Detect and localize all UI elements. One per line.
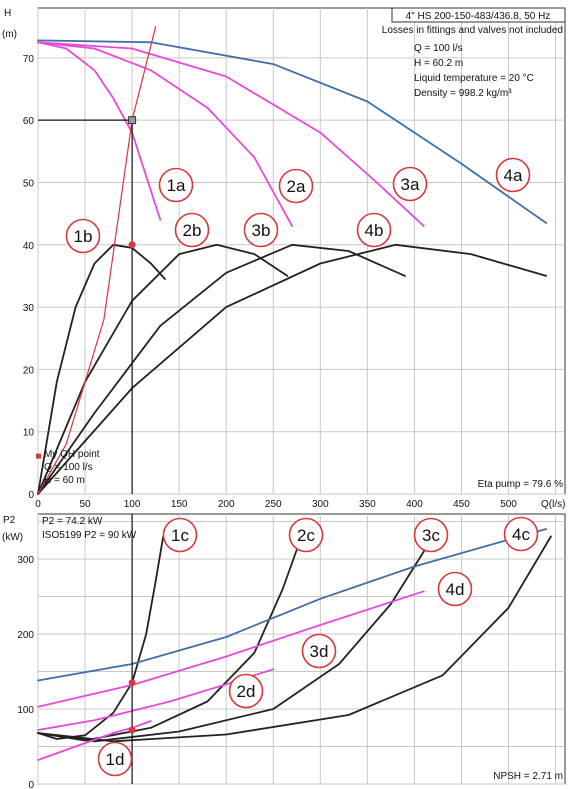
losses-note: Losses in fittings and valves not includ… (382, 25, 563, 36)
callout-label: 3b (252, 221, 271, 240)
x-tick-label: 200 (218, 499, 235, 510)
callout-label: 2b (183, 221, 202, 240)
curve-3a (37, 41, 425, 227)
callout-circle (392, 166, 428, 202)
curve-4d (37, 528, 548, 682)
qh-point-marker (36, 453, 41, 459)
x-axis-label: Q(l/s) (541, 499, 565, 510)
info-title-box (391, 7, 566, 23)
callout-label: 4b (365, 221, 384, 240)
power-point-marker (128, 679, 136, 687)
callout-circle (301, 633, 337, 669)
callout-circle (288, 517, 324, 553)
y-axis-unit: (m) (2, 29, 17, 40)
callout-label: 2d (237, 682, 256, 701)
curve-1c (37, 535, 165, 740)
callout-circle (278, 168, 314, 204)
callout-circle (503, 516, 539, 552)
curve-3c (37, 543, 430, 743)
callout-circle (65, 218, 101, 254)
callout-circle (495, 157, 531, 193)
curve-1a (37, 41, 162, 221)
operating-info-line: Q = 100 l/s (414, 43, 463, 54)
operating-info-line: H = 60.2 m (414, 58, 463, 69)
callout-circle (228, 673, 264, 709)
callout-label: 2a (287, 177, 306, 196)
power-info-line: P2 = 74.2 kW (42, 516, 103, 527)
curve-1d (37, 720, 152, 761)
callout-circle (413, 517, 449, 553)
eta-pump-label: Eta pump = 79.6 % (478, 479, 563, 490)
operating-info-line: Density = 998.2 kg/m³ (414, 88, 512, 99)
operating-point-marker (128, 116, 137, 125)
x-tick-label: 350 (359, 499, 376, 510)
x-tick-label: 400 (406, 499, 423, 510)
power-info-line: ISO5199 P2 = 90 kW (42, 530, 137, 541)
npsh-label: NPSH = 2.71 m (493, 771, 563, 782)
y-tick-label: 100 (17, 705, 34, 716)
y-tick-label: 40 (23, 241, 35, 252)
curve-1b (37, 243, 166, 495)
callout-label: 1a (167, 176, 186, 195)
callout-circle (97, 741, 133, 777)
my-qh-point-line: H = 60 m (44, 475, 85, 486)
y-tick-label: 50 (23, 178, 35, 189)
callout-circle (162, 517, 198, 553)
curve-3d (37, 590, 425, 708)
callout-circle (174, 212, 210, 248)
y-axis-label: P2 (3, 515, 16, 526)
eta-point-marker (128, 241, 136, 249)
x-tick-label: 300 (312, 499, 329, 510)
x-tick-label: 500 (500, 499, 517, 510)
my-qh-point-line: Q = 100 l/s (44, 462, 93, 473)
y-tick-label: 300 (17, 555, 34, 566)
curve-2a (37, 41, 293, 227)
x-tick-label: 450 (453, 499, 470, 510)
x-tick-label: 50 (79, 499, 91, 510)
callout-label: 4c (512, 525, 530, 544)
callout-label: 4a (504, 166, 523, 185)
y-tick-label: 20 (23, 365, 35, 376)
callout-circle (356, 212, 392, 248)
callout-label: 2c (297, 526, 315, 545)
curve-system (37, 26, 157, 495)
x-tick-label: 150 (171, 499, 188, 510)
y-tick-label: 10 (23, 428, 35, 439)
callout-label: 1b (74, 227, 93, 246)
callout-label: 3d (310, 642, 329, 661)
y-tick-label: 200 (17, 630, 34, 641)
y-tick-label: 60 (23, 116, 35, 127)
callout-circle (437, 571, 473, 607)
callout-label: 1c (171, 526, 189, 545)
callout-label: 3c (422, 526, 440, 545)
y-tick-label: 0 (28, 780, 34, 789)
y-axis-label: H (4, 8, 11, 19)
curve-4c (37, 535, 552, 743)
x-tick-label: 0 (35, 499, 41, 510)
callout-label: 3a (401, 175, 420, 194)
callout-label: 1d (106, 750, 125, 769)
my-qh-point-line: My QH point (44, 449, 100, 460)
callout-circle (158, 167, 194, 203)
x-tick-label: 250 (265, 499, 282, 510)
callout-label: 4d (446, 580, 465, 599)
y-tick-label: 30 (23, 303, 35, 314)
curve-3b (37, 243, 406, 495)
info-title: 4" HS 200-150-483/436.8, 50 Hz (406, 11, 551, 22)
curve-4a (37, 39, 548, 224)
y-tick-label: 0 (28, 490, 34, 501)
y-tick-label: 70 (23, 54, 35, 65)
power-point-marker (128, 726, 136, 734)
plot-frame (37, 7, 566, 495)
y-axis-unit: (kW) (2, 532, 23, 543)
x-tick-label: 100 (124, 499, 141, 510)
callout-circle (243, 212, 279, 248)
operating-info-line: Liquid temperature = 20 °C (414, 73, 534, 84)
